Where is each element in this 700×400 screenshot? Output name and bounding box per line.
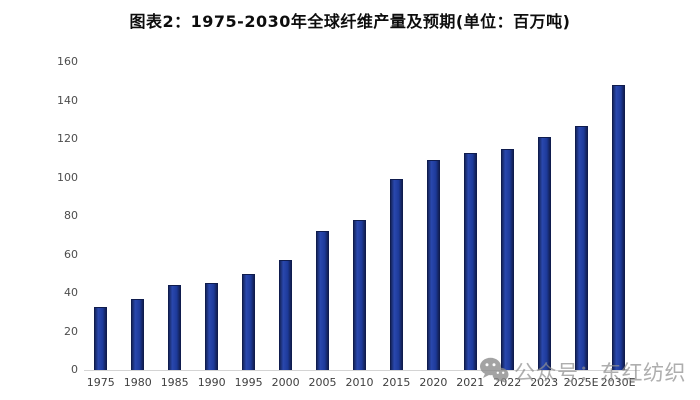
y-axis-tick-label-120: 120 xyxy=(57,132,78,145)
y-axis-tick-label-100: 100 xyxy=(57,170,78,184)
bar-2023 xyxy=(537,137,551,370)
y-axis-tick-label-160: 160 xyxy=(57,55,78,68)
bar-1980 xyxy=(131,298,145,370)
x-axis-tick-label-1980: 1980 xyxy=(123,376,152,389)
x-axis-tick-label-1990: 1990 xyxy=(197,376,226,389)
x-axis-tick-label-1995: 1995 xyxy=(234,376,263,389)
y-axis-tick-label-0: 0 xyxy=(71,363,78,376)
bar-1995 xyxy=(242,273,256,371)
y-axis-tick-label-60: 60 xyxy=(64,247,78,261)
x-axis-tick-label-2000: 2000 xyxy=(271,376,300,389)
bar-2010 xyxy=(353,219,366,370)
bar-1985 xyxy=(168,285,182,370)
bar-2000 xyxy=(279,260,293,370)
bar-2020 xyxy=(426,160,440,370)
x-axis-tick-label-2020: 2020 xyxy=(419,376,448,389)
bar-1975 xyxy=(94,306,108,370)
x-axis-tick-label-2015: 2015 xyxy=(382,376,411,389)
x-axis-tick-label-2030E: 2030E xyxy=(600,376,636,389)
x-axis-tick-label-2025E: 2025E xyxy=(563,376,599,389)
chart-title: 图表2：1975-2030年全球纤维产量及预期(单位：百万吨) xyxy=(129,12,571,31)
x-axis-tick-label-2023: 2023 xyxy=(530,376,559,389)
x-axis-tick-label-2005: 2005 xyxy=(308,376,337,389)
bar-2022 xyxy=(500,148,514,370)
bar-2015 xyxy=(389,179,403,370)
bar-2030E xyxy=(611,85,625,370)
y-axis-tick-label-80: 80 xyxy=(64,209,78,222)
bar-1990 xyxy=(205,283,219,370)
y-axis-tick-label-40: 40 xyxy=(64,286,78,299)
y-axis-tick-label-140: 140 xyxy=(57,93,78,107)
x-axis-tick-label-2010: 2010 xyxy=(345,376,374,389)
x-axis-line xyxy=(84,370,640,371)
bar-2025E xyxy=(574,125,588,370)
x-axis-tick-label-1975: 1975 xyxy=(86,376,115,389)
bar-2005 xyxy=(316,231,329,370)
x-axis-tick-label-1985: 1985 xyxy=(160,376,189,389)
y-axis-tick-label-20: 20 xyxy=(64,324,78,338)
bar-2021 xyxy=(463,152,477,370)
x-axis-tick-label-2021: 2021 xyxy=(456,376,485,389)
